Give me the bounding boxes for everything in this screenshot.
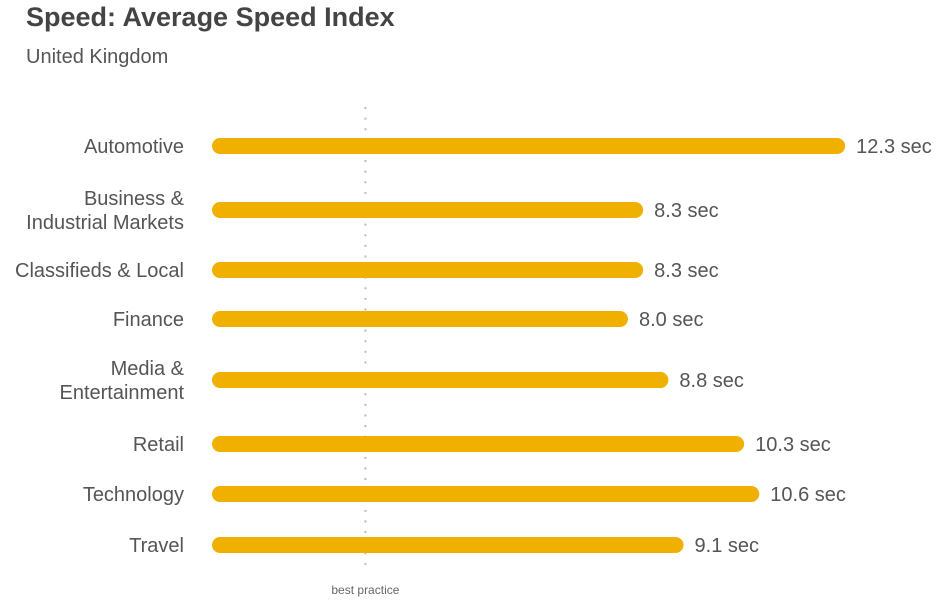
category-label: Classifieds & Local [15,260,184,282]
bar [212,262,644,278]
chart-title: Speed: Average Speed Index [26,2,395,32]
bar [212,537,684,553]
value-label: 10.6 sec [770,484,846,506]
bar [212,311,628,327]
category-label: Travel [129,535,184,557]
value-label: 8.0 sec [639,309,703,331]
category-label: Retail [133,434,184,456]
category-label: Finance [113,309,184,331]
value-label: 12.3 sec [856,136,932,158]
category-label: Media & Entertainment [59,358,184,404]
value-label: 8.3 sec [654,200,718,222]
bar [212,436,745,452]
value-label: 8.8 sec [679,370,743,392]
bar [212,138,846,154]
value-label: 9.1 sec [695,535,759,557]
category-label: Business & Industrial Markets [26,188,184,234]
bar [212,372,669,388]
value-label: 8.3 sec [654,260,718,282]
category-label: Automotive [84,136,184,158]
value-label: 10.3 sec [755,434,831,456]
chart-subtitle: United Kingdom [26,46,169,68]
bar [212,202,644,218]
bar [212,486,760,502]
best-practice-label: best practice [331,583,399,597]
category-label: Technology [83,484,184,506]
